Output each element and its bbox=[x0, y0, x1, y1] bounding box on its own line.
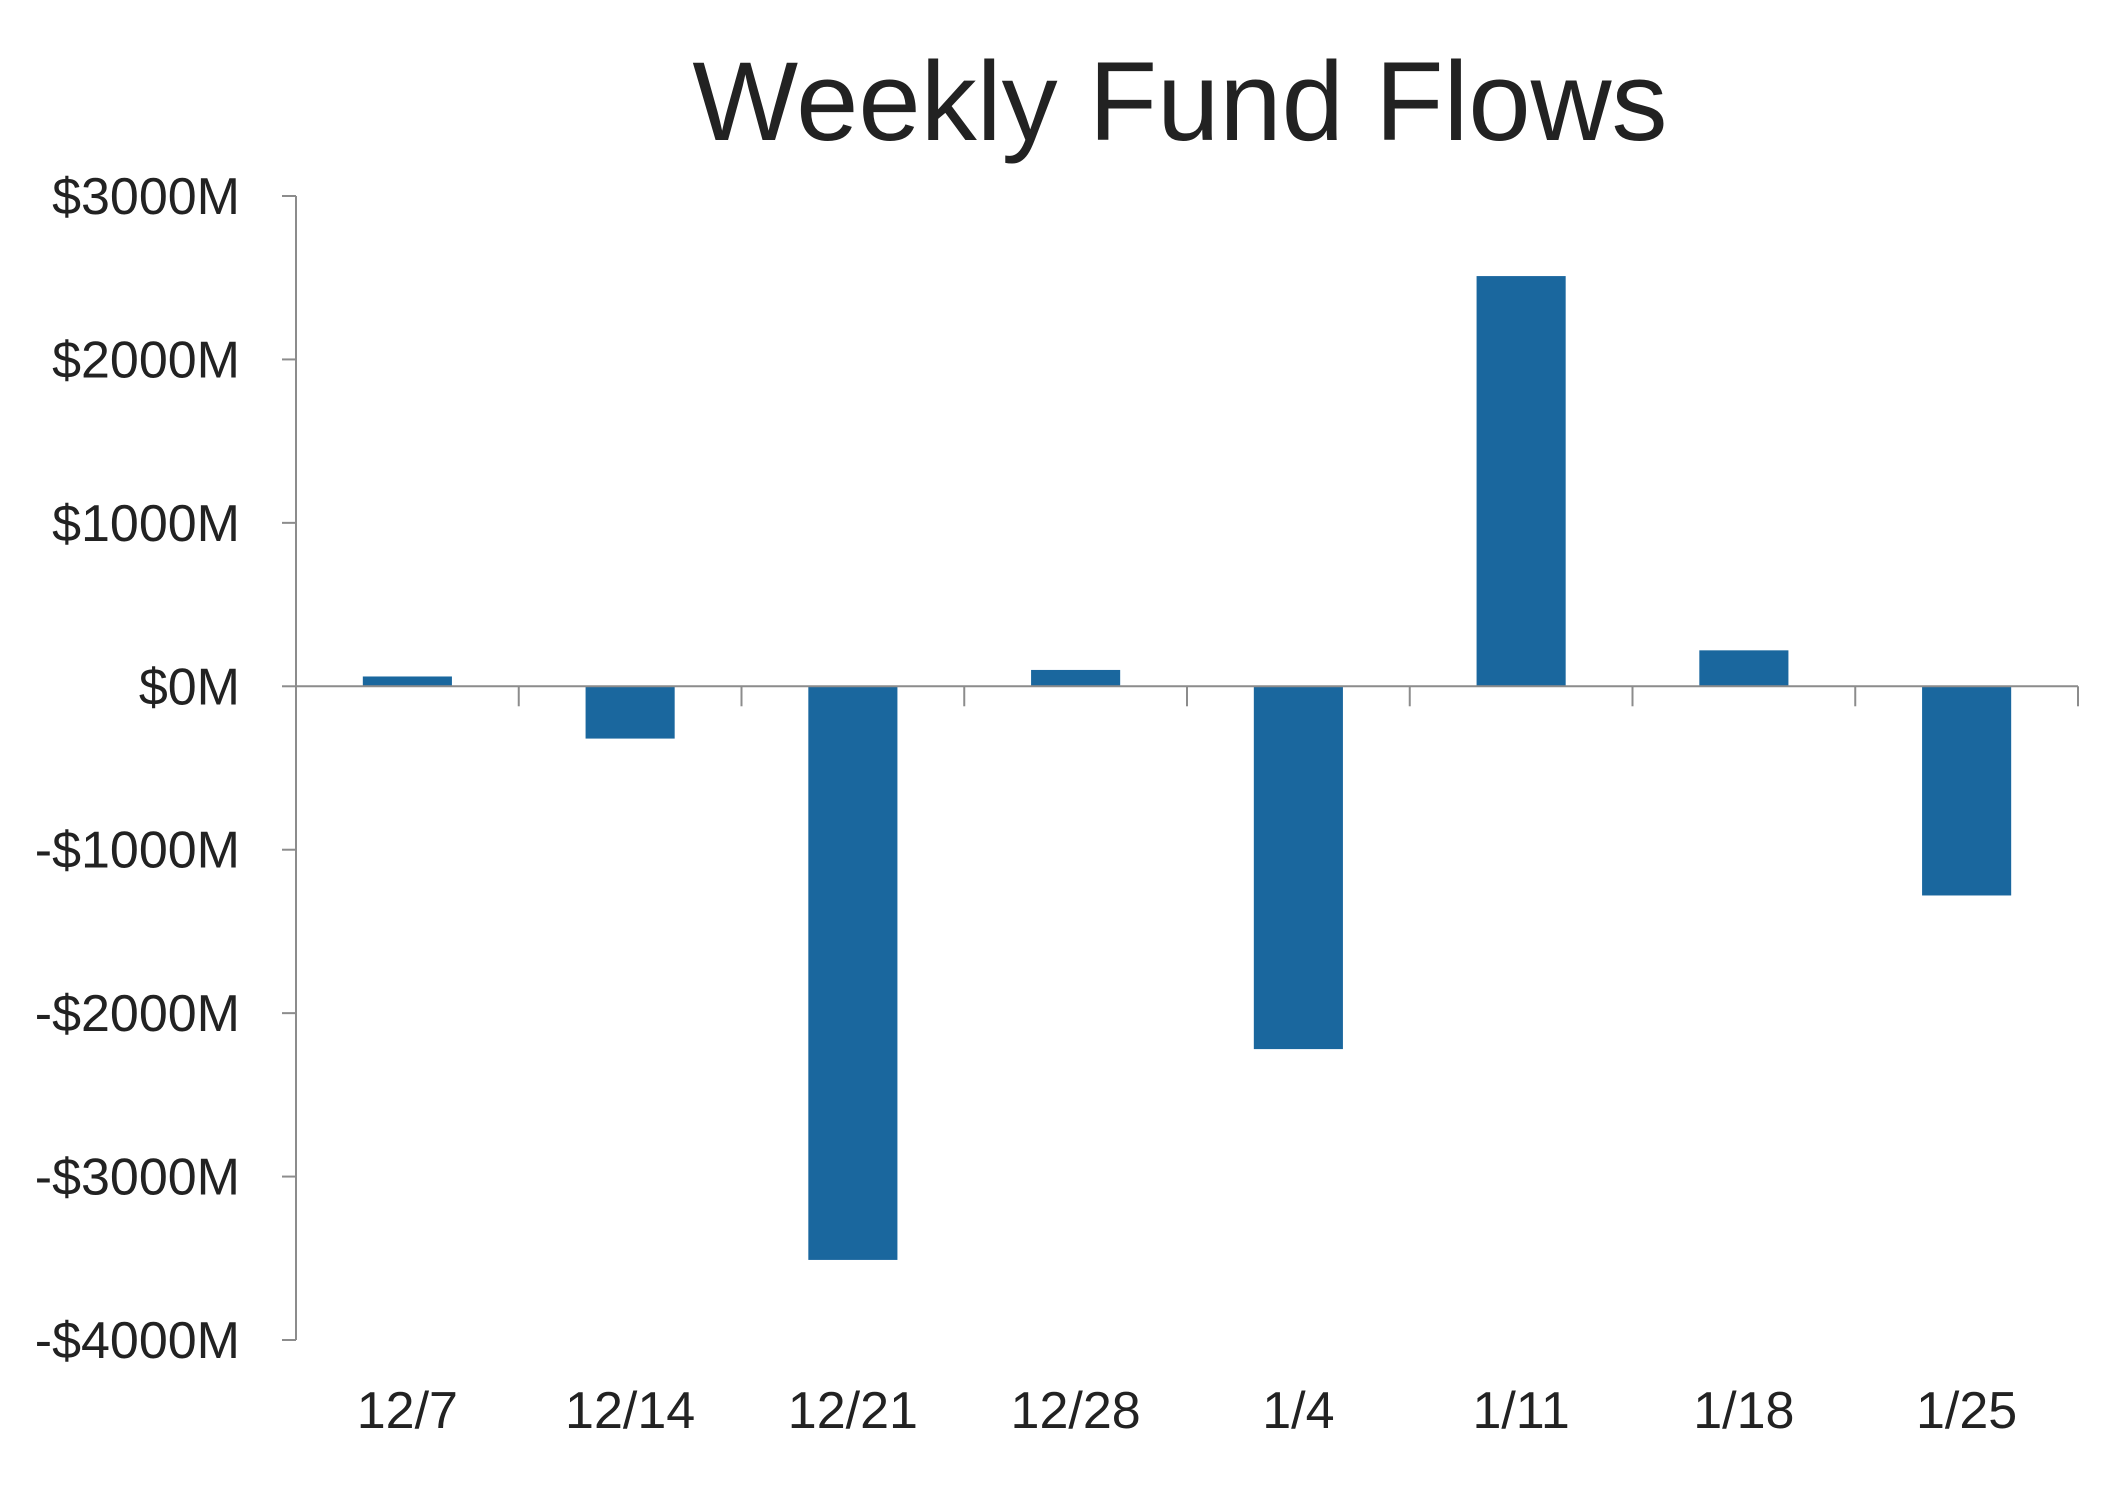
x-tick-label: 1/25 bbox=[1916, 1382, 2017, 1440]
y-tick-label: -$1000M bbox=[35, 822, 240, 880]
bar-12-14 bbox=[585, 686, 675, 739]
y-tick-label: -$2000M bbox=[35, 985, 240, 1043]
y-tick-label: $3000M bbox=[52, 168, 240, 226]
bar-1-25 bbox=[1922, 686, 2012, 896]
bar-12-21 bbox=[808, 686, 898, 1260]
bars-group bbox=[362, 276, 2012, 1260]
x-axis: 12/7 12/14 12/21 12/28 1/4 1/11 1/18 1/25 bbox=[296, 685, 2079, 1440]
y-tick-label: $1000M bbox=[52, 495, 240, 553]
y-tick-label: $2000M bbox=[52, 331, 240, 389]
bar-12-7 bbox=[362, 676, 452, 687]
y-tick-label: -$4000M bbox=[35, 1312, 240, 1370]
x-tick-label: 1/18 bbox=[1693, 1382, 1794, 1440]
bar-12-28 bbox=[1031, 669, 1121, 687]
x-tick-label: 12/7 bbox=[357, 1382, 458, 1440]
x-tick-label: 1/11 bbox=[1472, 1382, 1569, 1440]
y-axis: $3000M $2000M $1000M $0M -$1000M -$2000M -$300… bbox=[35, 168, 297, 1370]
bar-1-18 bbox=[1699, 650, 1789, 687]
bar-1-4 bbox=[1253, 686, 1343, 1050]
x-tick-label: 12/21 bbox=[788, 1382, 918, 1440]
y-tick-label: $0M bbox=[139, 658, 240, 716]
chart-title: Weekly Fund Flows bbox=[692, 39, 1667, 164]
x-tick-label: 12/28 bbox=[1011, 1382, 1141, 1440]
x-tick-label: 1/4 bbox=[1262, 1382, 1334, 1440]
x-tick-label: 12/14 bbox=[565, 1382, 695, 1440]
y-tick-label: -$3000M bbox=[35, 1149, 240, 1207]
bar-1-11 bbox=[1476, 276, 1566, 687]
